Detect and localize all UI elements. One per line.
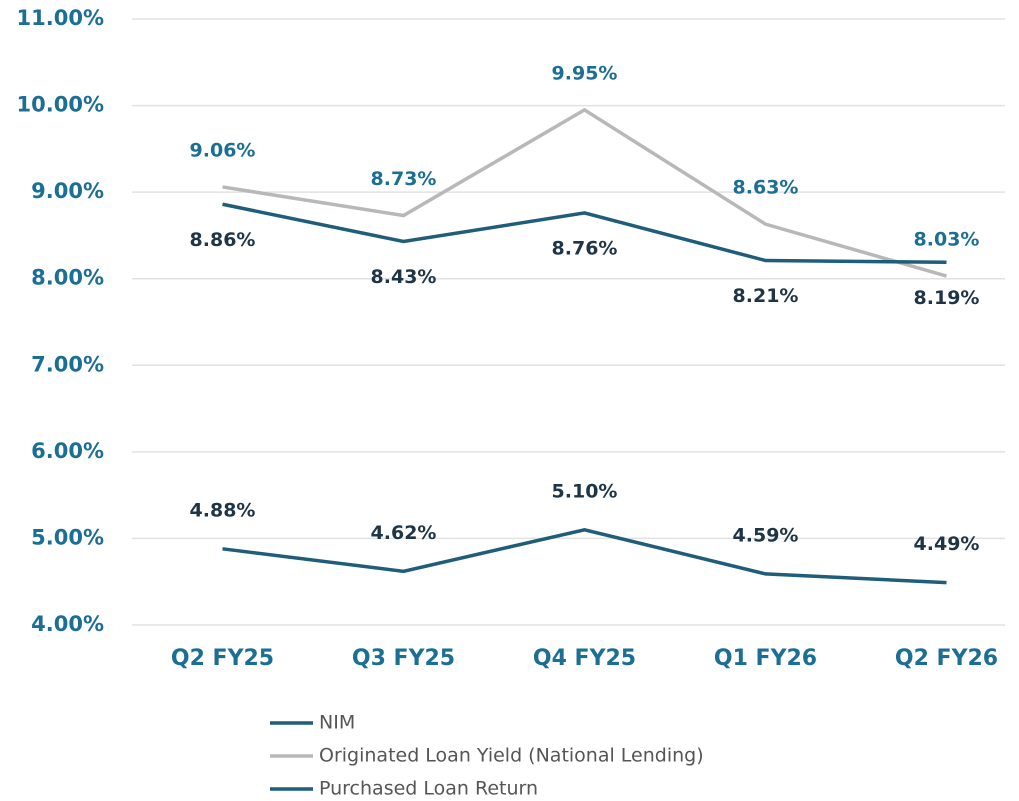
data-label: 8.21% [733, 285, 799, 307]
legend-label: Originated Loan Yield (National Lending) [319, 745, 704, 767]
x-tick-label: Q4 FY25 [533, 646, 636, 671]
data-label: 4.88% [190, 499, 256, 521]
data-label: 9.06% [190, 139, 256, 161]
y-tick-label: 11.00% [17, 6, 104, 30]
x-tick-label: Q2 FY25 [171, 646, 274, 671]
y-tick-label: 10.00% [17, 93, 104, 117]
data-label: 9.95% [552, 62, 618, 84]
data-label: 8.76% [552, 237, 618, 259]
y-tick-label: 6.00% [31, 439, 104, 463]
data-label: 8.86% [190, 229, 256, 251]
data-label: 8.03% [914, 229, 980, 251]
data-label: 8.63% [733, 177, 799, 199]
data-label: 4.59% [733, 524, 799, 546]
y-tick-label: 4.00% [31, 612, 104, 636]
data-label: 8.19% [914, 287, 980, 309]
data-label: 8.73% [371, 168, 437, 190]
legend-label: NIM [319, 712, 355, 734]
series-line [222, 527, 947, 585]
y-tick-label: 5.00% [31, 525, 104, 549]
data-label: 5.10% [552, 480, 618, 502]
x-tick-label: Q3 FY25 [352, 646, 455, 671]
x-tick-label: Q1 FY26 [714, 646, 817, 671]
data-label: 4.62% [371, 522, 437, 544]
legend-label: Purchased Loan Return [319, 778, 538, 800]
series-line [222, 202, 947, 265]
data-label: 4.49% [914, 533, 980, 555]
series-line [222, 107, 947, 278]
x-tick-label: Q2 FY26 [895, 646, 998, 671]
y-tick-label: 8.00% [31, 266, 104, 290]
data-label: 8.43% [371, 266, 437, 288]
y-tick-label: 7.00% [31, 352, 104, 376]
y-tick-label: 9.00% [31, 179, 104, 203]
